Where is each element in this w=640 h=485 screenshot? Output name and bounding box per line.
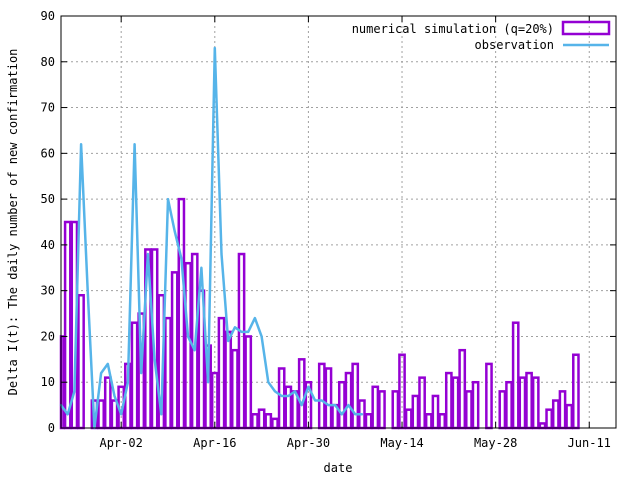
observation-line [59,46,364,430]
y-tick-label: 0 [48,421,55,435]
simulation-bar [525,371,533,430]
grid [61,16,616,428]
simulation-bar [378,390,386,430]
simulation-bar [538,422,547,430]
x-tick-label: May-14 [380,436,423,450]
y-axis-ticks: 0 10 20 30 40 50 60 70 80 90 [41,9,616,435]
simulation-bar [110,399,119,430]
legend-label-observation: observation [475,38,554,52]
y-tick-label: 20 [41,329,55,343]
simulation-bar [371,385,380,430]
simulation-bar [237,252,246,430]
simulation-bar [271,417,279,430]
simulation-bar [438,413,447,430]
x-tick-label: Apr-30 [287,436,330,450]
simulation-bar [177,197,186,430]
y-tick-label: 40 [41,238,55,252]
simulation-bar [103,376,112,430]
simulation-bar [505,380,513,430]
y-axis-label: Delta I(t): The daily number of new conf… [6,49,20,396]
y-tick-label: 70 [41,101,55,115]
simulation-bar [277,367,286,430]
y-tick-label: 80 [41,55,55,69]
simulation-bar [264,413,273,430]
simulation-bar [244,335,253,430]
simulation-bar [572,353,580,430]
simulation-bar [324,367,333,430]
simulation-bar [558,390,567,430]
y-tick-label: 90 [41,9,55,23]
simulation-bar [257,408,266,430]
simulation-bar [164,316,172,430]
y-tick-label: 30 [41,284,55,298]
simulation-bar [284,385,293,430]
x-tick-label: Jun-11 [568,436,611,450]
simulation-bar [317,362,326,430]
simulation-bar [217,316,226,430]
simulation-bar [337,380,346,430]
simulation-bar [251,413,259,430]
x-tick-label: Apr-16 [193,436,236,450]
simulation-bar [344,371,353,430]
x-axis-ticks: Apr-02 Apr-16 Apr-30 May-14 May-28 Jun-11 [100,16,611,450]
x-tick-label: May-28 [474,436,517,450]
simulation-bar [424,413,433,430]
simulation-bar [471,380,480,430]
simulation-bar [364,413,373,430]
simulation-bar [545,408,553,430]
simulation-bar [411,394,420,430]
simulation-bar [130,321,139,430]
simulation-bar [531,376,540,430]
simulation-bar [518,376,527,430]
simulation-bar [184,261,192,430]
legend: numerical simulation (q=20%) observation [352,20,611,52]
simulation-bar [77,293,85,430]
y-tick-label: 50 [41,192,55,206]
simulation-bar [230,348,239,430]
y-tick-label: 10 [41,375,55,389]
simulation-bar [565,403,574,430]
simulation-bar [451,376,460,430]
legend-swatch-simulation [561,20,611,36]
simulation-bar [351,362,360,430]
x-axis-label: date [324,461,353,475]
y-tick-label: 60 [41,146,55,160]
plot-border [60,15,617,429]
simulation-bar [170,271,179,430]
x-tick-label: Apr-02 [100,436,143,450]
simulation-bar [444,371,453,430]
simulation-bar [391,390,400,430]
simulation-bar [498,390,507,430]
simulation-bar [511,321,520,430]
simulation-bar [431,394,440,430]
simulation-bar [97,399,105,430]
simulation-bar [458,348,467,430]
simulation-bar [465,390,473,430]
simulation-bar [418,376,426,430]
simulation-bar [551,399,560,430]
simulation-bar [297,358,306,430]
simulation-bar [224,330,233,430]
simulation-bar [63,220,72,430]
simulation-bar [404,408,413,430]
simulation-bar [485,362,493,430]
legend-label-simulation: numerical simulation (q=20%) [352,22,554,36]
